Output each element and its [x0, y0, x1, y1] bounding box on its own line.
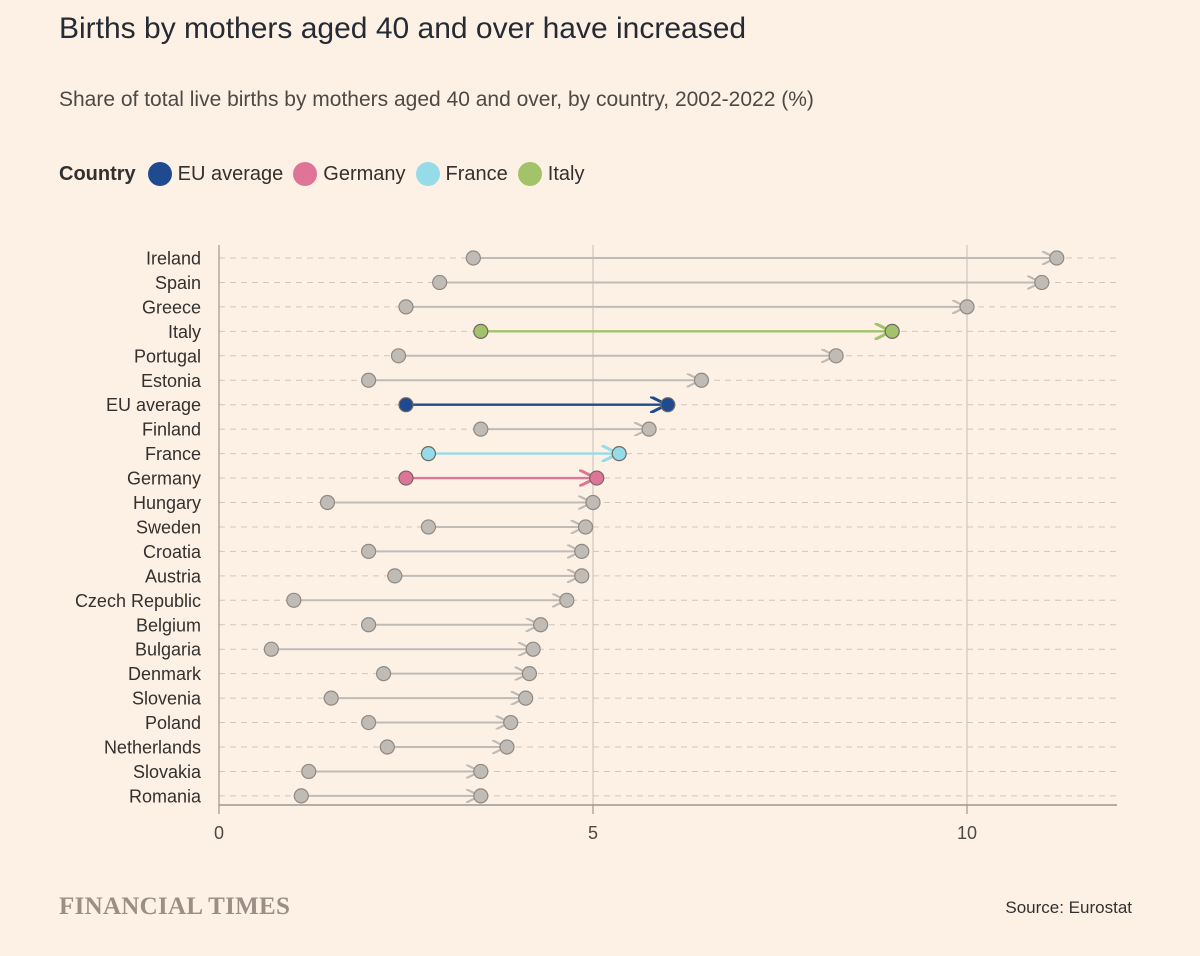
point-2022-austria	[574, 568, 590, 584]
x-tick-label-10: 10	[957, 823, 977, 843]
row-label-portugal: Portugal	[134, 346, 201, 366]
row-label-netherlands: Netherlands	[104, 738, 201, 758]
point-2002-finland	[473, 421, 489, 437]
legend-swatch-germany	[293, 162, 318, 186]
row-label-croatia: Croatia	[143, 542, 202, 562]
chart-subtitle: Share of total live births by mothers ag…	[59, 88, 814, 111]
row-label-spain: Spain	[155, 273, 201, 293]
point-2002-croatia	[361, 543, 377, 560]
source-note: Source: Eurostat	[1005, 898, 1132, 917]
point-2002-sweden	[420, 519, 437, 535]
point-2002-czech-republic	[286, 592, 302, 608]
point-2002-slovenia	[323, 690, 339, 706]
point-2022-spain	[1034, 274, 1050, 291]
row-label-finland: Finland	[142, 420, 201, 440]
legend-label-france: France	[445, 162, 508, 185]
row-label-estonia: Estonia	[141, 371, 202, 391]
point-2002-spain	[432, 274, 448, 291]
legend-title: Country	[59, 162, 136, 185]
point-2002-eu-average	[398, 397, 414, 413]
legend-swatch-france	[415, 162, 440, 186]
point-2002-hungary	[319, 494, 336, 511]
point-2022-slovakia	[473, 763, 489, 780]
point-2002-belgium	[361, 617, 377, 633]
point-2002-netherlands	[379, 739, 395, 755]
row-label-eu-average: EU average	[106, 395, 201, 415]
point-2022-hungary	[585, 494, 601, 511]
legend-label-germany: Germany	[323, 162, 406, 185]
row-label-belgium: Belgium	[136, 615, 201, 635]
legend: Country EU average Germany France Italy	[59, 162, 594, 186]
row-label-romania: Romania	[129, 786, 202, 806]
row-label-ireland: Ireland	[146, 249, 201, 269]
point-2022-italy	[884, 323, 900, 339]
chart-title: Births by mothers aged 40 and over have …	[59, 12, 747, 45]
row-label-denmark: Denmark	[128, 664, 202, 684]
row-label-austria: Austria	[145, 566, 202, 586]
row-label-sweden: Sweden	[136, 517, 201, 537]
point-2022-greece	[959, 299, 975, 315]
point-2022-czech-republic	[559, 592, 575, 608]
row-label-france: France	[145, 444, 201, 464]
legend-item-france: France	[415, 162, 508, 186]
point-2022-denmark	[521, 666, 538, 682]
row-label-germany: Germany	[127, 469, 201, 489]
point-2002-austria	[387, 568, 403, 584]
point-2022-france	[611, 446, 627, 462]
point-2022-eu-average	[660, 397, 676, 413]
ft-logo: FINANCIAL TIMES	[59, 893, 291, 920]
point-2022-netherlands	[499, 739, 515, 755]
legend-swatch-eu-average	[147, 162, 172, 186]
x-tick-label-5: 5	[588, 823, 598, 843]
row-label-slovakia: Slovakia	[133, 762, 202, 782]
row-label-greece: Greece	[142, 297, 201, 317]
legend-item-italy: Italy	[517, 162, 585, 186]
x-tick-label-0: 0	[214, 823, 224, 843]
point-2002-italy	[473, 323, 489, 339]
point-2022-finland	[641, 421, 657, 437]
legend-label-eu-average: EU average	[177, 162, 284, 185]
point-2022-belgium	[533, 617, 549, 633]
row-label-slovenia: Slovenia	[132, 689, 202, 709]
point-2022-sweden	[577, 519, 594, 535]
point-2002-portugal	[390, 348, 407, 364]
point-2002-greece	[398, 299, 414, 315]
dumbbell-chart: Ireland Spain Greece Italy Portugal Estonia EU…	[75, 245, 1117, 843]
row-label-poland: Poland	[145, 713, 201, 733]
point-2002-bulgaria	[263, 641, 279, 657]
point-2022-croatia	[574, 543, 590, 560]
row-label-italy: Italy	[168, 322, 201, 342]
point-2002-estonia	[361, 372, 377, 388]
point-2022-ireland	[1049, 250, 1065, 266]
point-2002-denmark	[375, 666, 392, 682]
point-2002-germany	[398, 470, 414, 486]
point-2022-bulgaria	[525, 641, 541, 657]
point-2022-romania	[473, 788, 489, 804]
point-2002-ireland	[465, 250, 481, 266]
point-2022-poland	[503, 714, 519, 731]
point-2002-france	[420, 446, 437, 462]
point-2022-germany	[589, 470, 605, 486]
row-label-bulgaria: Bulgaria	[135, 640, 202, 660]
point-2022-portugal	[828, 348, 844, 364]
legend-item-germany: Germany	[293, 162, 406, 186]
legend-label-italy: Italy	[547, 162, 585, 185]
row-label-czech-republic: Czech Republic	[75, 591, 201, 611]
point-2002-poland	[361, 714, 377, 731]
point-2022-slovenia	[518, 690, 534, 706]
row-label-hungary: Hungary	[133, 493, 201, 513]
point-2022-estonia	[693, 372, 710, 388]
point-2002-romania	[293, 788, 309, 804]
legend-swatch-italy	[517, 162, 542, 186]
legend-item-eu-average: EU average	[147, 162, 284, 186]
point-2002-slovakia	[301, 763, 317, 780]
